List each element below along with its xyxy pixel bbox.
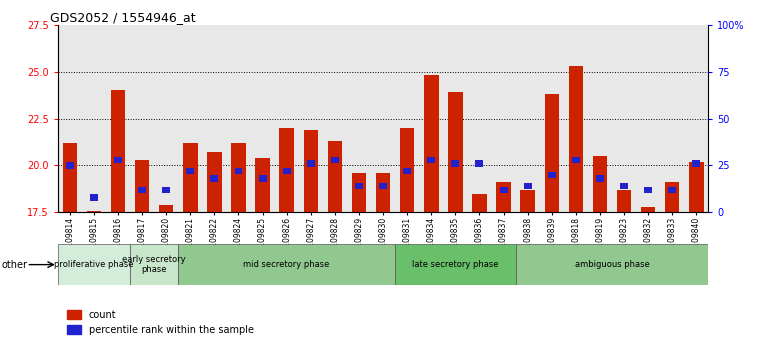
Bar	[641, 207, 655, 212]
Bar	[472, 194, 487, 212]
Bar	[403, 168, 411, 175]
Bar	[355, 183, 363, 189]
Bar	[87, 211, 101, 212]
Bar	[476, 160, 484, 167]
Bar	[593, 156, 608, 212]
Bar	[395, 244, 516, 285]
Bar	[283, 168, 290, 175]
Bar	[111, 90, 126, 212]
Bar	[207, 152, 222, 212]
Bar	[524, 183, 531, 189]
Bar	[162, 187, 170, 193]
Text: ambiguous phase: ambiguous phase	[574, 260, 649, 269]
Bar	[352, 173, 367, 212]
Text: GDS2052 / 1554946_at: GDS2052 / 1554946_at	[50, 11, 196, 24]
Bar	[135, 160, 149, 212]
Legend: count, percentile rank within the sample: count, percentile rank within the sample	[62, 306, 258, 338]
Bar	[689, 162, 704, 212]
Bar	[568, 66, 583, 212]
Bar	[259, 175, 266, 182]
Bar	[114, 156, 122, 163]
Bar	[665, 182, 679, 212]
Bar	[186, 168, 194, 175]
Bar	[62, 143, 77, 212]
Bar	[58, 244, 130, 285]
Text: proliferative phase: proliferative phase	[54, 260, 134, 269]
Text: early secretory
phase: early secretory phase	[122, 255, 186, 274]
Bar	[500, 187, 507, 193]
Bar	[572, 156, 580, 163]
Bar	[256, 158, 270, 212]
Bar	[178, 244, 395, 285]
Bar	[138, 187, 146, 193]
Bar	[331, 156, 339, 163]
Bar	[692, 160, 701, 167]
Bar	[328, 141, 342, 212]
Bar	[544, 94, 559, 212]
Bar	[427, 156, 435, 163]
Bar	[280, 128, 294, 212]
Bar	[231, 143, 246, 212]
Bar	[424, 75, 438, 212]
Bar	[183, 143, 198, 212]
Bar	[596, 175, 604, 182]
Bar	[516, 244, 708, 285]
Bar	[210, 175, 219, 182]
Bar	[448, 92, 463, 212]
Bar	[451, 160, 460, 167]
Bar	[668, 187, 676, 193]
Bar	[620, 183, 628, 189]
Bar	[644, 187, 652, 193]
Bar	[400, 128, 414, 212]
Bar	[547, 172, 556, 178]
Bar	[235, 168, 243, 175]
Text: other: other	[2, 259, 28, 270]
Bar	[130, 244, 178, 285]
Text: mid secretory phase: mid secretory phase	[243, 260, 330, 269]
Bar	[306, 160, 315, 167]
Bar	[521, 190, 535, 212]
Text: late secretory phase: late secretory phase	[412, 260, 499, 269]
Bar	[159, 205, 173, 212]
Bar	[379, 183, 387, 189]
Bar	[303, 130, 318, 212]
Bar	[90, 194, 98, 201]
Bar	[65, 162, 74, 169]
Bar	[376, 173, 390, 212]
Bar	[617, 190, 631, 212]
Bar	[497, 182, 511, 212]
